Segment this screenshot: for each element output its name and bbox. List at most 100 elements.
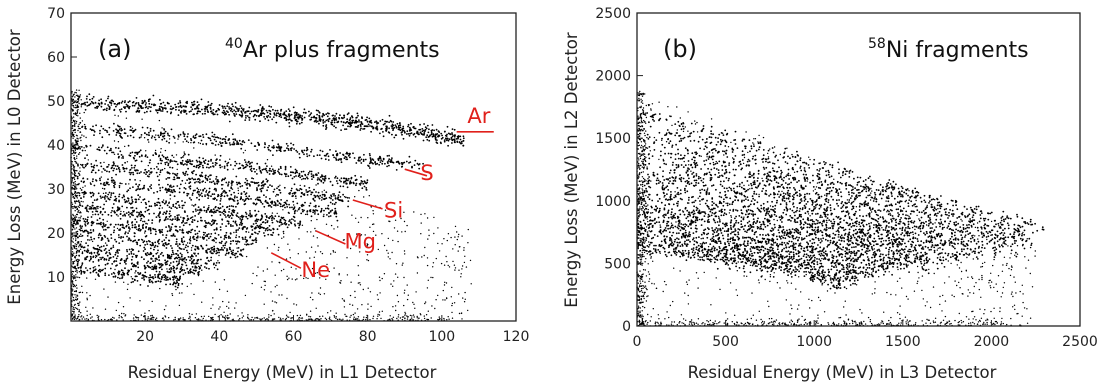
chart-a-point	[156, 201, 159, 204]
chart-a-point	[381, 162, 384, 165]
chart-a-point	[178, 214, 180, 216]
chart-a-point	[204, 194, 206, 196]
chart-a-point	[74, 210, 76, 212]
chart-a-point	[163, 202, 166, 205]
chart-a-point	[336, 182, 339, 185]
chart-a-point	[155, 166, 158, 168]
chart-a-point	[189, 236, 192, 238]
chart-a-point	[96, 222, 98, 225]
chart-a-point	[71, 133, 74, 135]
chart-a-point	[191, 244, 194, 247]
chart-a-point	[77, 99, 80, 101]
chart-a-point	[315, 209, 317, 211]
chart-a-point	[334, 117, 336, 120]
chart-a-point	[75, 239, 77, 242]
chart-a-point	[97, 273, 100, 276]
chart-a-point	[117, 223, 120, 226]
chart-a-point	[221, 166, 223, 168]
chart-a-point	[119, 217, 122, 220]
chart-a-point	[108, 106, 111, 109]
chart-a-point	[200, 98, 203, 101]
chart-a-point	[78, 201, 81, 204]
chart-a-point	[115, 173, 117, 176]
chart-a-point	[314, 251, 317, 253]
chart-a-point	[75, 296, 77, 298]
chart-a-point	[124, 214, 127, 217]
chart-a-point	[177, 134, 180, 137]
chart-a-point	[323, 293, 326, 295]
chart-a-point	[81, 262, 84, 265]
chart-a-point	[145, 173, 147, 176]
chart-a-point	[347, 177, 350, 180]
chart-a-point	[253, 168, 255, 170]
chart-a-point	[354, 174, 357, 177]
chart-a-point	[217, 194, 220, 197]
chart-a-point	[250, 165, 253, 168]
chart-a-point	[259, 219, 262, 222]
chart-a-point	[98, 99, 100, 102]
chart-a-point	[90, 100, 93, 103]
chart-a-point	[444, 281, 446, 283]
chart-a-point	[163, 219, 166, 222]
chart-a-point	[131, 222, 133, 224]
chart-a-point	[108, 274, 110, 276]
chart-a-point	[195, 173, 198, 176]
chart-a-point	[227, 215, 229, 217]
chart-a-point	[204, 262, 207, 264]
chart-a-point	[102, 222, 105, 225]
chart-a-point	[90, 236, 92, 239]
chart-a-point	[269, 110, 272, 112]
chart-a-points	[70, 89, 472, 322]
chart-a-point	[100, 221, 102, 224]
chart-a-point	[412, 314, 415, 316]
chart-a-point	[243, 141, 246, 144]
chart-a-point	[416, 131, 419, 134]
chart-a-point	[73, 220, 75, 223]
chart-a-point	[99, 162, 102, 164]
chart-a-point	[303, 185, 306, 187]
chart-a-point	[118, 193, 121, 196]
chart-a-point	[355, 120, 358, 123]
chart-a-point	[179, 229, 181, 231]
chart-a-point	[215, 110, 218, 113]
chart-a-point	[392, 161, 395, 164]
chart-a-point	[244, 193, 247, 196]
chart-a-point	[78, 309, 81, 311]
chart-a-point	[310, 193, 312, 196]
chart-a-point	[130, 239, 132, 242]
chart-a-point	[245, 255, 248, 258]
chart-a-point	[73, 171, 76, 173]
chart-a-point	[167, 158, 170, 161]
chart-a-point	[186, 242, 189, 244]
chart-a-point	[195, 107, 197, 110]
chart-a-point	[328, 215, 330, 218]
chart-a-point	[166, 156, 169, 159]
chart-a-point	[144, 266, 147, 269]
chart-a-point	[86, 220, 89, 223]
chart-a-point	[109, 267, 112, 270]
chart-a-point	[147, 107, 149, 110]
chart-a-point	[117, 147, 120, 150]
chart-a-point	[138, 136, 141, 139]
chart-a-point	[104, 195, 107, 197]
chart-a-point	[268, 105, 271, 108]
chart-a-point	[344, 128, 346, 131]
chart-a-band-f	[73, 239, 221, 271]
chart-a-point	[196, 190, 199, 193]
chart-a-point	[152, 94, 155, 97]
chart-a-point	[276, 212, 278, 215]
chart-a-point	[318, 154, 321, 157]
chart-a-point	[164, 259, 167, 262]
chart-a-point	[436, 142, 439, 145]
chart-a-point	[251, 161, 253, 164]
chart-a-point	[237, 167, 240, 170]
chart-a-point	[378, 276, 381, 278]
chart-a-point	[323, 179, 326, 182]
chart-a-point	[204, 195, 207, 198]
chart-a-point	[391, 157, 393, 160]
chart-a-point	[326, 112, 329, 114]
chart-a-point	[358, 119, 360, 121]
chart-a-point	[215, 188, 217, 191]
chart-a-point	[102, 268, 104, 271]
chart-a-point	[220, 242, 223, 245]
